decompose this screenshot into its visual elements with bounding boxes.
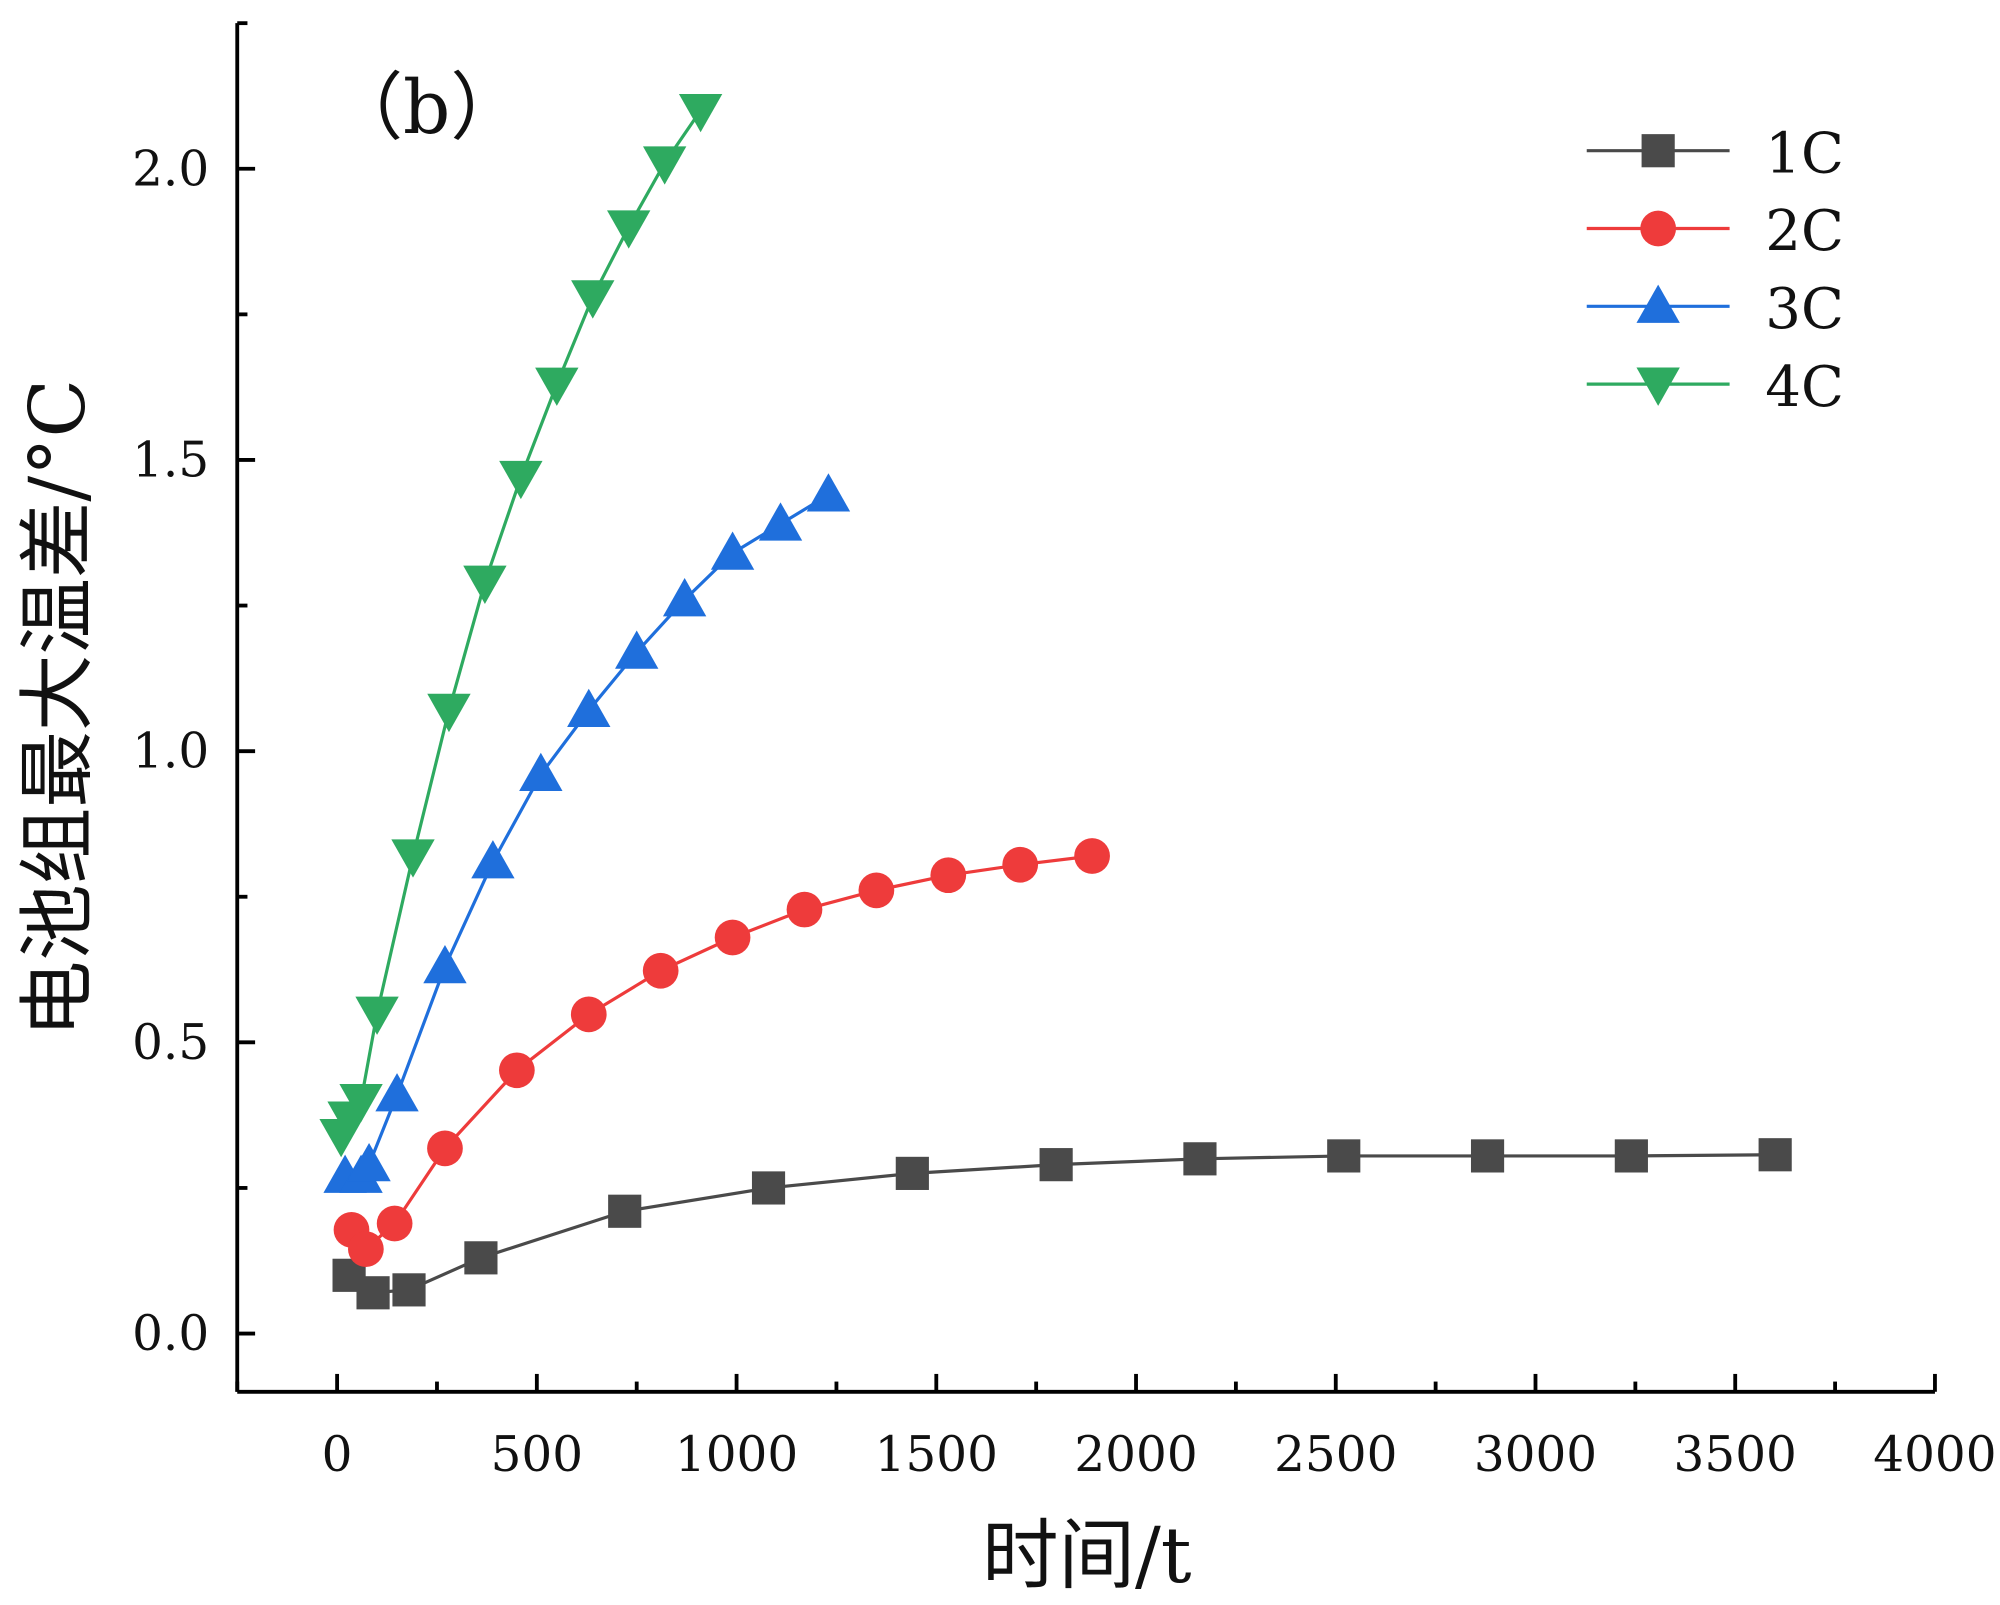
series-1C xyxy=(332,1138,1792,1310)
data-point-1C xyxy=(392,1273,426,1307)
x-tick-label: 2000 xyxy=(1074,1427,1197,1483)
y-tick-label: 0.5 xyxy=(132,1015,209,1071)
data-point-1C xyxy=(1039,1148,1073,1182)
data-point-1C xyxy=(1327,1139,1361,1173)
data-point-1C xyxy=(751,1171,786,1205)
data-point-1C xyxy=(1758,1138,1792,1172)
data-point-1C xyxy=(356,1276,390,1310)
data-point-2C xyxy=(786,891,823,928)
data-point-2C xyxy=(570,996,607,1033)
panel-label: （b） xyxy=(329,65,524,151)
y-axis-title: 电池组最大温差/°C xyxy=(14,379,103,1037)
data-point-2C xyxy=(1074,838,1110,874)
data-point-2C xyxy=(499,1052,535,1089)
data-point-1C xyxy=(1470,1139,1505,1173)
data-point-4C xyxy=(355,996,399,1035)
legend: 1C 2C 3C 4C xyxy=(1586,121,1844,420)
x-tick-label: 500 xyxy=(491,1427,583,1483)
legend-marker xyxy=(1636,284,1680,323)
legend-label: 4C xyxy=(1765,355,1844,420)
data-point-2C xyxy=(348,1231,384,1267)
data-point-3C xyxy=(567,688,611,727)
data-point-3C xyxy=(615,630,659,669)
data-point-1C xyxy=(1183,1142,1217,1176)
data-point-4C xyxy=(499,460,543,500)
data-point-2C xyxy=(714,919,751,956)
data-point-2C xyxy=(930,857,967,894)
legend-marker xyxy=(1636,367,1680,406)
data-point-3C xyxy=(710,531,755,570)
series-line-2C xyxy=(350,854,1093,1252)
data-point-1C xyxy=(895,1156,929,1190)
y-tick-label: 1.5 xyxy=(132,433,209,489)
legend-marker xyxy=(1640,210,1677,247)
data-point-3C xyxy=(347,1142,391,1182)
data-point-1C xyxy=(1614,1139,1648,1173)
data-point-3C xyxy=(662,578,707,617)
series-4C xyxy=(319,93,723,1158)
y-tick-label: 1.0 xyxy=(132,724,209,780)
data-point-3C xyxy=(519,752,563,792)
legend-label: 2C xyxy=(1765,199,1844,264)
data-point-4C xyxy=(642,146,687,185)
data-point-2C xyxy=(858,872,895,909)
data-point-4C xyxy=(535,367,579,406)
x-tick-label: 0 xyxy=(322,1427,353,1483)
legend-item-3C: 3C xyxy=(1586,277,1844,342)
data-point-4C xyxy=(463,565,507,604)
data-point-3C xyxy=(806,473,851,512)
x-tick-label: 1000 xyxy=(675,1427,798,1483)
y-tick-label: 0.0 xyxy=(132,1306,209,1362)
series-3C xyxy=(323,473,851,1193)
x-tick-label: 2500 xyxy=(1274,1427,1397,1483)
data-point-3C xyxy=(471,840,515,879)
data-point-4C xyxy=(571,280,615,319)
data-point-1C xyxy=(608,1194,642,1228)
legend-item-1C: 1C xyxy=(1586,121,1844,186)
x-tick-label: 1500 xyxy=(875,1427,998,1483)
x-tick-label: 3500 xyxy=(1674,1427,1797,1483)
data-point-2C xyxy=(427,1130,463,1167)
data-point-4C xyxy=(678,93,723,133)
legend-marker xyxy=(1641,134,1675,168)
legend-label: 3C xyxy=(1765,277,1844,342)
data-point-3C xyxy=(423,944,467,984)
x-tick-label: 4000 xyxy=(1873,1427,1996,1483)
plot-area xyxy=(319,93,1792,1310)
x-tick-label: 3000 xyxy=(1474,1427,1597,1483)
x-axis-title: 时间/t xyxy=(982,1512,1192,1601)
y-tick-label: 2.0 xyxy=(132,141,209,197)
data-point-2C xyxy=(642,952,679,989)
data-point-4C xyxy=(607,210,651,249)
data-point-4C xyxy=(339,1084,383,1123)
data-point-4C xyxy=(391,839,435,878)
axes: 0 500 1000 1500 2000 2500 3000 3500 4000 0.0 0.5 1.… xyxy=(132,21,1997,1483)
data-point-1C xyxy=(464,1241,498,1275)
data-point-4C xyxy=(427,693,471,733)
data-point-2C xyxy=(376,1205,413,1242)
legend-item-2C: 2C xyxy=(1586,199,1844,264)
series-2C xyxy=(333,838,1110,1267)
data-point-2C xyxy=(1002,846,1039,883)
legend-label: 1C xyxy=(1765,121,1844,186)
data-point-3C xyxy=(758,502,803,541)
legend-item-4C: 4C xyxy=(1586,355,1844,420)
data-point-3C xyxy=(375,1073,419,1112)
